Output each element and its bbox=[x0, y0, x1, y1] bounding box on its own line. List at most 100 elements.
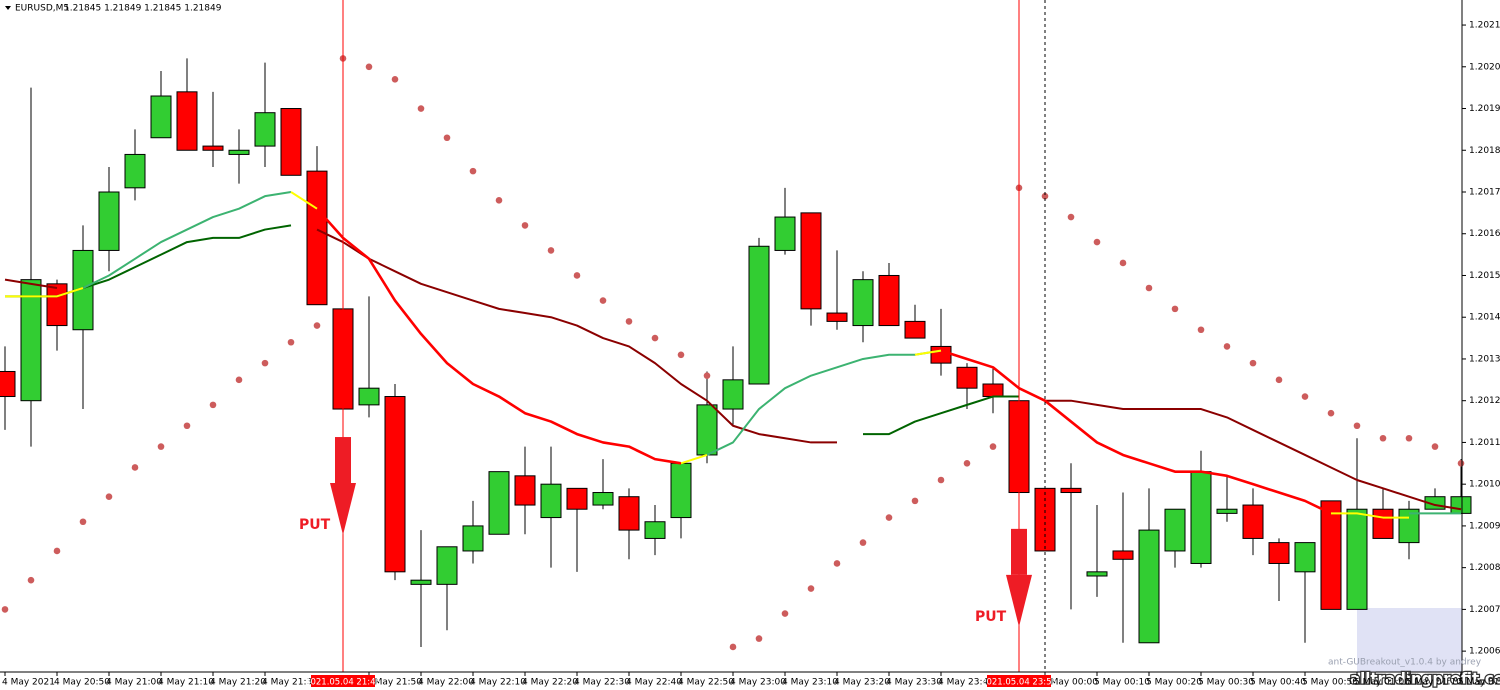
signal-time: 2021.05.04 21:45 bbox=[305, 678, 381, 688]
candle-body bbox=[566, 487, 588, 510]
psar-dot bbox=[677, 351, 685, 359]
psar-dot bbox=[1223, 343, 1231, 350]
psar-dot bbox=[157, 443, 165, 450]
x-tick-label: 4 May 22:20 bbox=[522, 678, 578, 688]
psar-dot bbox=[79, 518, 87, 526]
candle-body bbox=[1164, 508, 1186, 552]
psar-dot bbox=[313, 322, 321, 329]
psar-dot bbox=[521, 222, 529, 229]
psar-dot bbox=[1353, 422, 1361, 430]
candle-body bbox=[1112, 550, 1134, 560]
psar-dot bbox=[417, 105, 425, 112]
y-tick-label: 1.20215 bbox=[1469, 21, 1500, 31]
x-tick-label: 4 May 22:00 bbox=[418, 678, 474, 688]
x-tick-label: 4 May 23:10 bbox=[782, 678, 838, 688]
psar-dot bbox=[1145, 284, 1153, 292]
psar-dot bbox=[1119, 259, 1127, 267]
candle-body bbox=[0, 370, 16, 398]
x-tick-label: 4 May 22:50 bbox=[678, 678, 734, 688]
candle-body bbox=[436, 546, 458, 585]
psar-dot bbox=[235, 376, 243, 384]
psar-dot bbox=[755, 635, 763, 642]
candle-body bbox=[488, 471, 510, 535]
signal-time: 2021.05.04 23:55 bbox=[981, 678, 1057, 688]
signal-arrow-head bbox=[330, 483, 356, 536]
x-tick-label: 4 May 22:40 bbox=[626, 678, 682, 688]
y-tick-label: 1.20185 bbox=[1469, 146, 1500, 156]
psar-dot bbox=[885, 514, 893, 521]
candle-body bbox=[618, 496, 640, 531]
candle-body bbox=[306, 170, 328, 306]
psar-dot bbox=[1197, 326, 1205, 334]
y-tick-label: 1.20175 bbox=[1469, 188, 1500, 198]
y-tick-label: 1.20075 bbox=[1469, 605, 1500, 615]
psar-dot bbox=[1275, 376, 1283, 384]
psar-dot bbox=[729, 643, 737, 651]
candle-body bbox=[1086, 571, 1108, 577]
candle-body bbox=[930, 345, 952, 364]
candle-body bbox=[228, 149, 250, 155]
candle-body bbox=[852, 279, 874, 327]
signal-arrow-head bbox=[1006, 574, 1032, 627]
x-tick-label: 4 May 21:20 bbox=[210, 678, 266, 688]
candle-body bbox=[748, 245, 770, 385]
candle-body bbox=[1346, 508, 1368, 610]
candle-body bbox=[410, 579, 432, 585]
candle-body bbox=[670, 462, 692, 519]
signal-label: PUT bbox=[299, 517, 331, 533]
psar-dot bbox=[547, 247, 555, 254]
candle-body bbox=[202, 145, 224, 151]
x-tick-label: 5 May 00:30 bbox=[1198, 678, 1254, 688]
x-tick-label: 4 May 21:50 bbox=[366, 678, 422, 688]
signal-label: PUT bbox=[975, 609, 1007, 625]
x-tick-label: 4 May 21:00 bbox=[106, 678, 162, 688]
candle-body bbox=[1372, 508, 1394, 539]
y-tick-label: 1.20125 bbox=[1469, 396, 1500, 406]
psar-dot bbox=[833, 560, 841, 567]
candle-body bbox=[254, 112, 276, 147]
candle-body bbox=[1138, 529, 1160, 644]
x-tick-label: 5 May 00:00 bbox=[1042, 678, 1098, 688]
indicator-line bbox=[5, 191, 1409, 519]
candle-body bbox=[280, 108, 302, 176]
candle-body bbox=[592, 492, 614, 506]
y-tick-label: 1.20115 bbox=[1469, 438, 1500, 448]
psar-dot bbox=[1327, 409, 1335, 417]
y-tick-label: 1.20135 bbox=[1469, 354, 1500, 364]
x-tick-label: 4 May 23:30 bbox=[886, 678, 942, 688]
signal-arrow-shaft bbox=[335, 437, 351, 484]
x-tick-label: 4 May 21:30 bbox=[262, 678, 318, 688]
x-tick-label: 5 May 01:00 bbox=[1354, 678, 1410, 688]
candle-body bbox=[826, 312, 848, 322]
psar-dot bbox=[391, 76, 399, 83]
candle-body bbox=[46, 283, 68, 327]
psar-dot bbox=[651, 334, 659, 342]
psar-dot bbox=[807, 585, 815, 592]
psar-dot bbox=[261, 359, 269, 367]
x-tick-label: 4 May 23:20 bbox=[834, 678, 890, 688]
y-tick-label: 1.20145 bbox=[1469, 313, 1500, 323]
psar-dot bbox=[989, 443, 997, 450]
candle-body bbox=[384, 396, 406, 573]
candle-body bbox=[1294, 542, 1316, 573]
candle-body bbox=[514, 475, 536, 506]
x-tick-label: 5 May 01:10 bbox=[1406, 678, 1462, 688]
psar-dot bbox=[183, 422, 191, 430]
signal-arrow-shaft bbox=[1011, 528, 1027, 575]
psar-dot bbox=[703, 372, 711, 379]
candle-body bbox=[1268, 542, 1290, 564]
candle-body bbox=[1060, 487, 1082, 494]
psar-dot bbox=[1431, 443, 1439, 450]
psar-dot bbox=[365, 63, 373, 71]
menu-triangle[interactable] bbox=[5, 6, 11, 10]
psar-dot bbox=[495, 197, 503, 204]
candle-body bbox=[124, 153, 146, 189]
indicator-line bbox=[316, 207, 1332, 515]
psar-dot bbox=[1405, 434, 1413, 442]
psar-dot bbox=[131, 464, 139, 471]
candle-body bbox=[1320, 500, 1342, 610]
x-tick-label: 5 May 00:20 bbox=[1146, 678, 1202, 688]
psar-dot bbox=[911, 497, 919, 505]
psar-dot bbox=[573, 272, 581, 279]
